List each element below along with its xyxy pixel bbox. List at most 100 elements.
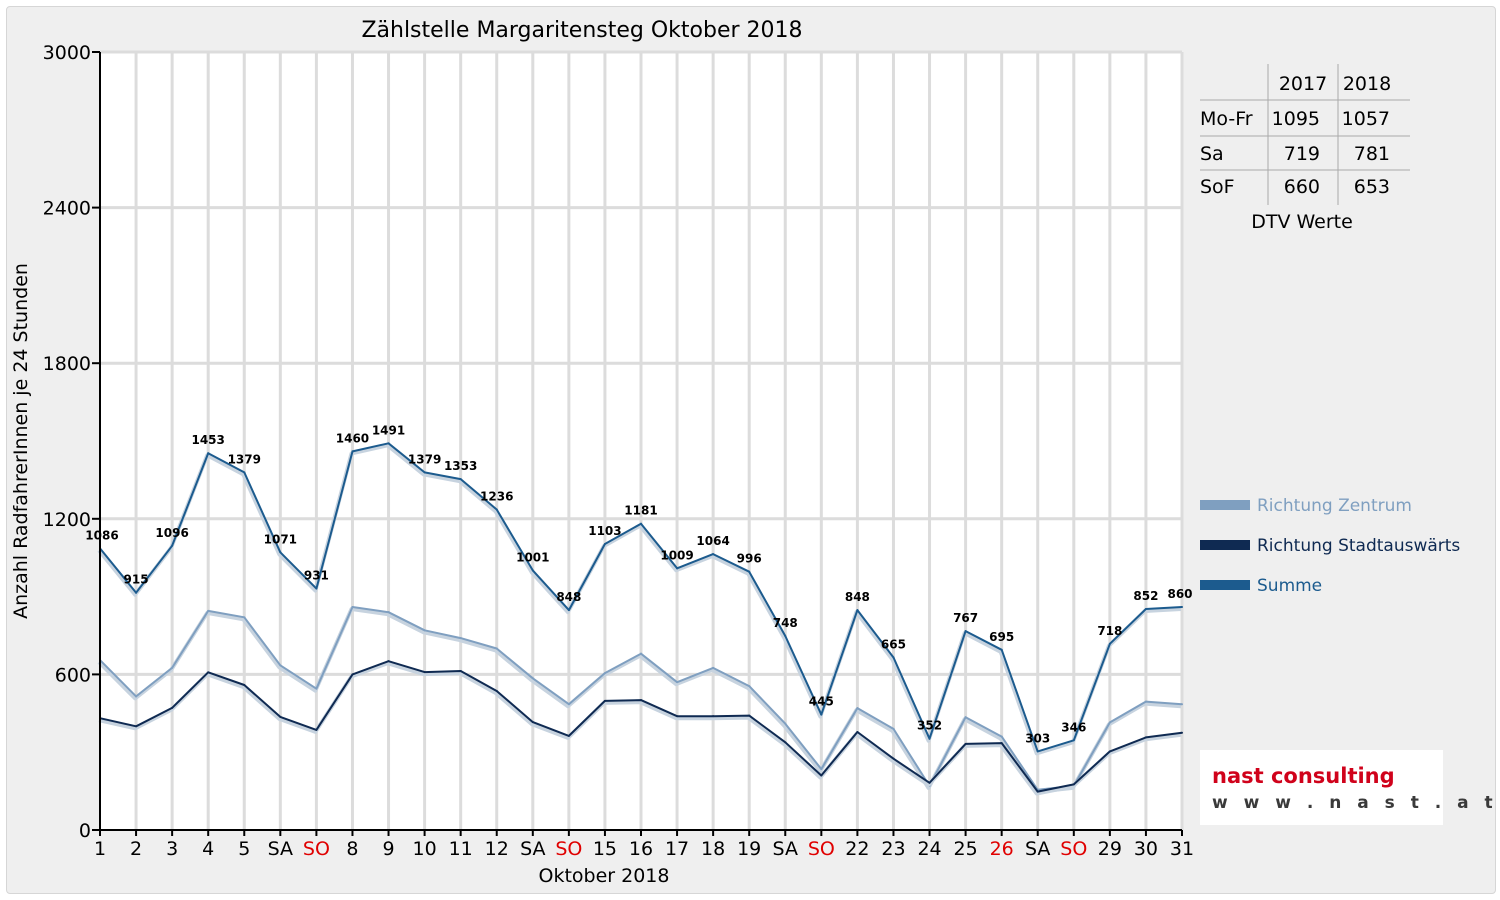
data-label: 915 — [124, 573, 149, 587]
data-point — [640, 699, 642, 702]
logo-name: nast consulting — [1212, 764, 1395, 788]
data-point — [892, 656, 895, 659]
data-point — [207, 609, 210, 612]
data-point — [1108, 721, 1111, 724]
logo-box — [1200, 750, 1443, 825]
x-tick-label: 19 — [737, 838, 761, 860]
data-point — [748, 570, 751, 573]
data-point — [1036, 750, 1039, 753]
x-tick-label: 30 — [1134, 838, 1158, 860]
data-point — [495, 689, 498, 692]
data-point — [928, 781, 931, 784]
data-label: 931 — [304, 569, 329, 583]
data-label: 1071 — [264, 532, 297, 546]
dtv-sof-2017: 660 — [1284, 176, 1320, 198]
data-point — [1036, 790, 1039, 793]
x-tick-label: 10 — [413, 838, 437, 860]
x-tick-label: 15 — [593, 838, 617, 860]
x-tick-label: SA — [268, 838, 293, 860]
data-point — [820, 768, 823, 771]
data-point — [784, 741, 787, 744]
data-point — [423, 471, 426, 474]
data-point — [315, 728, 318, 731]
data-label: 718 — [1097, 624, 1122, 638]
x-tick-label: 2 — [130, 838, 142, 860]
data-point — [603, 699, 606, 702]
x-tick-label: 18 — [701, 838, 725, 860]
data-point — [423, 671, 426, 674]
legend-swatch — [1200, 580, 1250, 590]
x-tick-label: 1 — [94, 838, 106, 860]
data-point — [820, 774, 823, 777]
data-point — [892, 757, 895, 760]
data-point — [351, 450, 354, 453]
data-point — [387, 660, 390, 663]
data-point — [279, 664, 282, 667]
data-point — [1072, 783, 1075, 786]
data-label: 352 — [917, 719, 942, 733]
x-tick-label: 4 — [202, 838, 214, 860]
series-shadow — [98, 661, 1182, 796]
x-tick-label: SA — [773, 838, 798, 860]
series-shadow — [97, 607, 1182, 794]
legend-label: Richtung Stadtauswärts — [1257, 536, 1460, 556]
data-point — [964, 630, 967, 633]
x-tick-label: 29 — [1098, 838, 1122, 860]
data-point — [315, 687, 318, 690]
data-point — [676, 715, 679, 718]
legend-label: Richtung Zentrum — [1257, 496, 1412, 516]
data-point — [856, 730, 859, 733]
data-point — [495, 508, 498, 511]
data-point — [1108, 750, 1111, 753]
data-point — [459, 637, 462, 640]
data-label: 1379 — [408, 452, 441, 466]
data-point — [748, 685, 751, 688]
legend-label: Summe — [1257, 576, 1322, 596]
data-point — [1000, 742, 1003, 745]
data-point — [640, 522, 642, 525]
data-point — [1108, 642, 1111, 645]
dtv-mofr-2017: 1095 — [1272, 108, 1320, 130]
x-tick-label: 8 — [346, 838, 358, 860]
data-point — [856, 609, 859, 612]
data-point — [495, 647, 498, 650]
y-tick-label: 2400 — [43, 198, 91, 220]
data-label: 848 — [845, 590, 870, 604]
dtv-caption: DTV Werte — [1251, 211, 1353, 233]
data-point — [567, 609, 570, 612]
data-label: 767 — [953, 611, 978, 625]
x-tick-label: 24 — [917, 838, 941, 860]
data-point — [351, 605, 354, 608]
legend-swatch — [1200, 500, 1250, 510]
dtv-sof-2018: 653 — [1354, 176, 1390, 198]
data-point — [1181, 605, 1183, 608]
y-tick-label: 0 — [79, 820, 91, 842]
y-tick-label: 3000 — [43, 42, 91, 64]
data-label: 852 — [1133, 589, 1158, 603]
data-point — [603, 542, 606, 545]
data-point — [928, 737, 931, 740]
data-label: 1181 — [624, 504, 657, 518]
data-point — [171, 544, 174, 547]
data-point — [387, 611, 390, 614]
y-tick-label: 1200 — [43, 509, 91, 531]
data-label: 303 — [1025, 731, 1050, 745]
data-point — [640, 652, 642, 655]
data-point — [1144, 700, 1147, 703]
data-label: 1236 — [480, 489, 513, 503]
data-point — [1181, 703, 1183, 706]
data-point — [748, 714, 751, 717]
data-label: 848 — [556, 590, 581, 604]
x-tick-label: SO — [808, 838, 835, 860]
logo-url: w w w . n a s t . a t — [1212, 793, 1498, 813]
dtv-row-label-mofr: Mo-Fr — [1200, 108, 1253, 130]
data-point — [243, 616, 246, 619]
data-point — [315, 587, 318, 590]
data-label: 1009 — [660, 548, 693, 562]
dtv-sa-2017: 719 — [1284, 143, 1320, 165]
data-point — [856, 707, 859, 710]
data-label: 996 — [737, 552, 762, 566]
data-point — [1072, 739, 1075, 742]
x-tick-label: SA — [520, 838, 545, 860]
